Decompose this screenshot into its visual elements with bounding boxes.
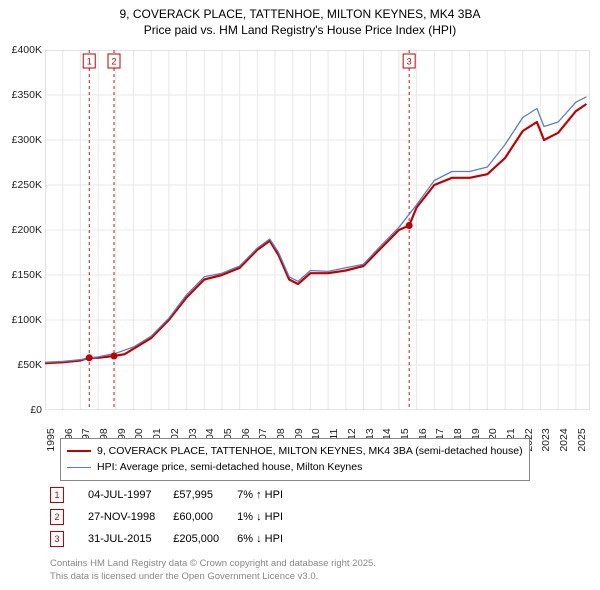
sale-pct: 1% ↓ HPI: [237, 506, 301, 528]
sale-date: 31-JUL-2015: [88, 528, 173, 550]
chart-title: 9, COVERACK PLACE, TATTENHOE, MILTON KEY…: [0, 0, 600, 38]
y-tick-label: £150K: [12, 269, 42, 281]
sales-table: 1 04-JUL-1997£57,9957% ↑ HPI 2 27-NOV-1998£…: [50, 484, 301, 550]
x-tick-label: 1995: [45, 428, 57, 451]
y-tick-label: £0: [30, 404, 42, 416]
y-tick-label: £400K: [12, 44, 42, 56]
footer-line2: This data is licensed under the Open Gov…: [50, 571, 376, 584]
sale-pct: 6% ↓ HPI: [237, 528, 301, 550]
y-tick-label: £250K: [12, 179, 42, 191]
svg-text:2: 2: [112, 57, 117, 67]
sale-pct: 7% ↑ HPI: [237, 484, 301, 506]
sale-row: 3 31-JUL-2015£205,0006% ↓ HPI: [50, 528, 301, 550]
x-tick-label: 2024: [558, 428, 570, 451]
legend: 9, COVERACK PLACE, TATTENHOE, MILTON KEY…: [60, 438, 530, 481]
arrow-down-icon: ↓: [256, 533, 262, 545]
legend-swatch-hpi: [67, 467, 91, 468]
y-tick-label: £300K: [12, 134, 42, 146]
sale-date: 04-JUL-1997: [88, 484, 173, 506]
price-chart: 1 2 3: [45, 50, 590, 410]
sale-price: £60,000: [173, 506, 237, 528]
y-tick-label: £50K: [17, 359, 42, 371]
y-tick-label: £200K: [12, 224, 42, 236]
x-tick-label: 2023: [540, 428, 552, 451]
sale-price: £205,000: [173, 528, 237, 550]
legend-label-hpi: HPI: Average price, semi-detached house,…: [97, 459, 362, 475]
title-line1: 9, COVERACK PLACE, TATTENHOE, MILTON KEY…: [0, 6, 600, 22]
legend-swatch-price: [67, 450, 91, 452]
y-tick-label: £350K: [12, 89, 42, 101]
sale-marker-icon: 3: [50, 531, 64, 547]
arrow-down-icon: ↓: [256, 511, 262, 523]
footer-note: Contains HM Land Registry data © Crown c…: [50, 558, 376, 584]
sale-date: 27-NOV-1998: [88, 506, 173, 528]
svg-text:3: 3: [407, 57, 412, 67]
legend-label-price: 9, COVERACK PLACE, TATTENHOE, MILTON KEY…: [97, 443, 523, 459]
footer-line1: Contains HM Land Registry data © Crown c…: [50, 558, 376, 571]
sale-marker-icon: 2: [50, 509, 64, 525]
title-line2: Price paid vs. HM Land Registry's House …: [0, 22, 600, 38]
sale-price: £57,995: [173, 484, 237, 506]
svg-text:1: 1: [87, 57, 92, 67]
sale-row: 1 04-JUL-1997£57,9957% ↑ HPI: [50, 484, 301, 506]
y-tick-label: £100K: [12, 314, 42, 326]
sale-marker-icon: 1: [50, 487, 64, 503]
sale-row: 2 27-NOV-1998£60,0001% ↓ HPI: [50, 506, 301, 528]
x-tick-label: 2025: [576, 428, 588, 451]
arrow-up-icon: ↑: [256, 489, 262, 501]
